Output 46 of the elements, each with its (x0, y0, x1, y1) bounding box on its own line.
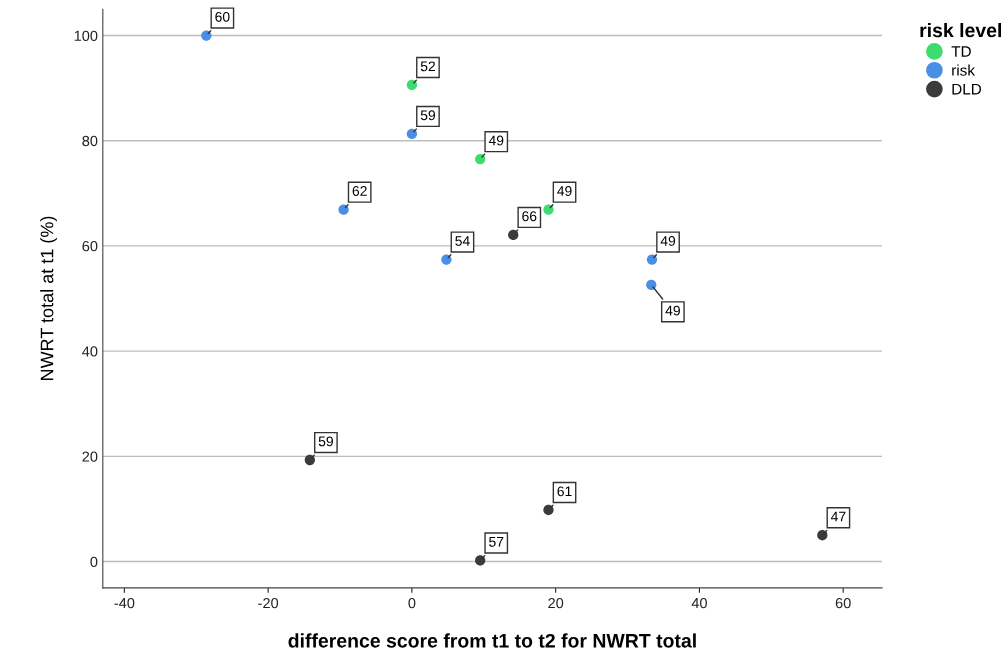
annotation: 54 (455, 236, 470, 246)
point (441, 254, 452, 265)
annotation: 49 (665, 305, 680, 316)
point (201, 30, 212, 41)
point (475, 153, 486, 165)
legend-title: risk level (920, 22, 1001, 38)
y-tick-label: 60 (82, 241, 98, 252)
annotation: 47 (830, 511, 846, 522)
annotation: 61 (557, 486, 572, 497)
annotation: 59 (318, 436, 333, 447)
legend-label: risk (952, 64, 975, 76)
annotation: 49 (557, 186, 572, 196)
legend-label: DLD (952, 83, 982, 95)
point (338, 204, 349, 215)
y-tick-label: 40 (82, 346, 98, 357)
point (508, 229, 519, 241)
annotation: 59 (420, 110, 436, 121)
point (646, 254, 658, 265)
annotation: 62 (352, 186, 367, 196)
legend-label: TD (951, 46, 971, 57)
annotation: 49 (488, 135, 504, 146)
y-tick-label: 20 (82, 451, 98, 462)
x-tick-label: 20 (548, 597, 564, 609)
x-axis-title: difference score from t1 to t2 for NWRT total (288, 633, 696, 648)
point (543, 204, 554, 215)
annotation: 66 (522, 211, 537, 222)
x-tick-label: 40 (691, 597, 707, 609)
annotation: 60 (215, 11, 230, 22)
x-tick-label: 60 (835, 597, 851, 609)
point (475, 555, 486, 566)
point (817, 530, 828, 541)
annotation: 49 (660, 236, 676, 246)
point (543, 504, 554, 516)
point (304, 454, 315, 466)
y-tick-label: 100 (74, 30, 98, 41)
point (646, 279, 657, 290)
point (406, 128, 418, 140)
y-axis-title: NWRT total at t1 (%) (40, 216, 57, 380)
annotation: 57 (489, 537, 504, 547)
y-tick-label: 80 (82, 135, 98, 147)
x-tick-label: -20 (258, 597, 279, 609)
annotation: 52 (420, 61, 435, 72)
point (406, 79, 418, 91)
x-tick-label: -40 (114, 597, 135, 609)
x-tick-label: 0 (408, 597, 416, 609)
y-tick-label: 0 (90, 556, 98, 567)
